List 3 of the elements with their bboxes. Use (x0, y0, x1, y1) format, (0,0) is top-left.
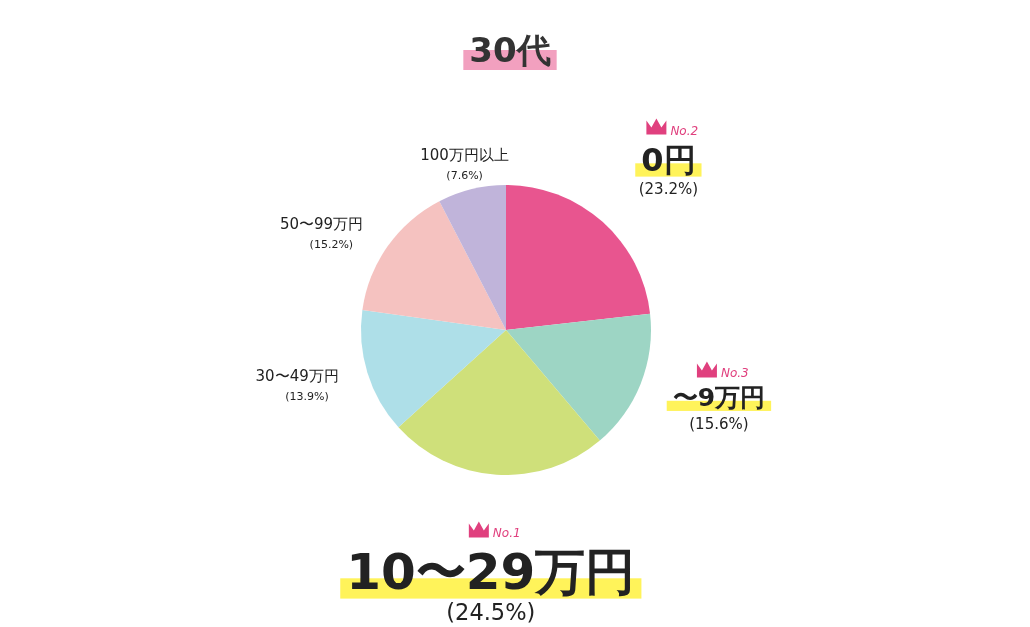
data-label: (15.6%) (689, 415, 749, 434)
data-label: (23.2%) (638, 179, 699, 198)
data-label: (24.5%) (446, 599, 536, 625)
